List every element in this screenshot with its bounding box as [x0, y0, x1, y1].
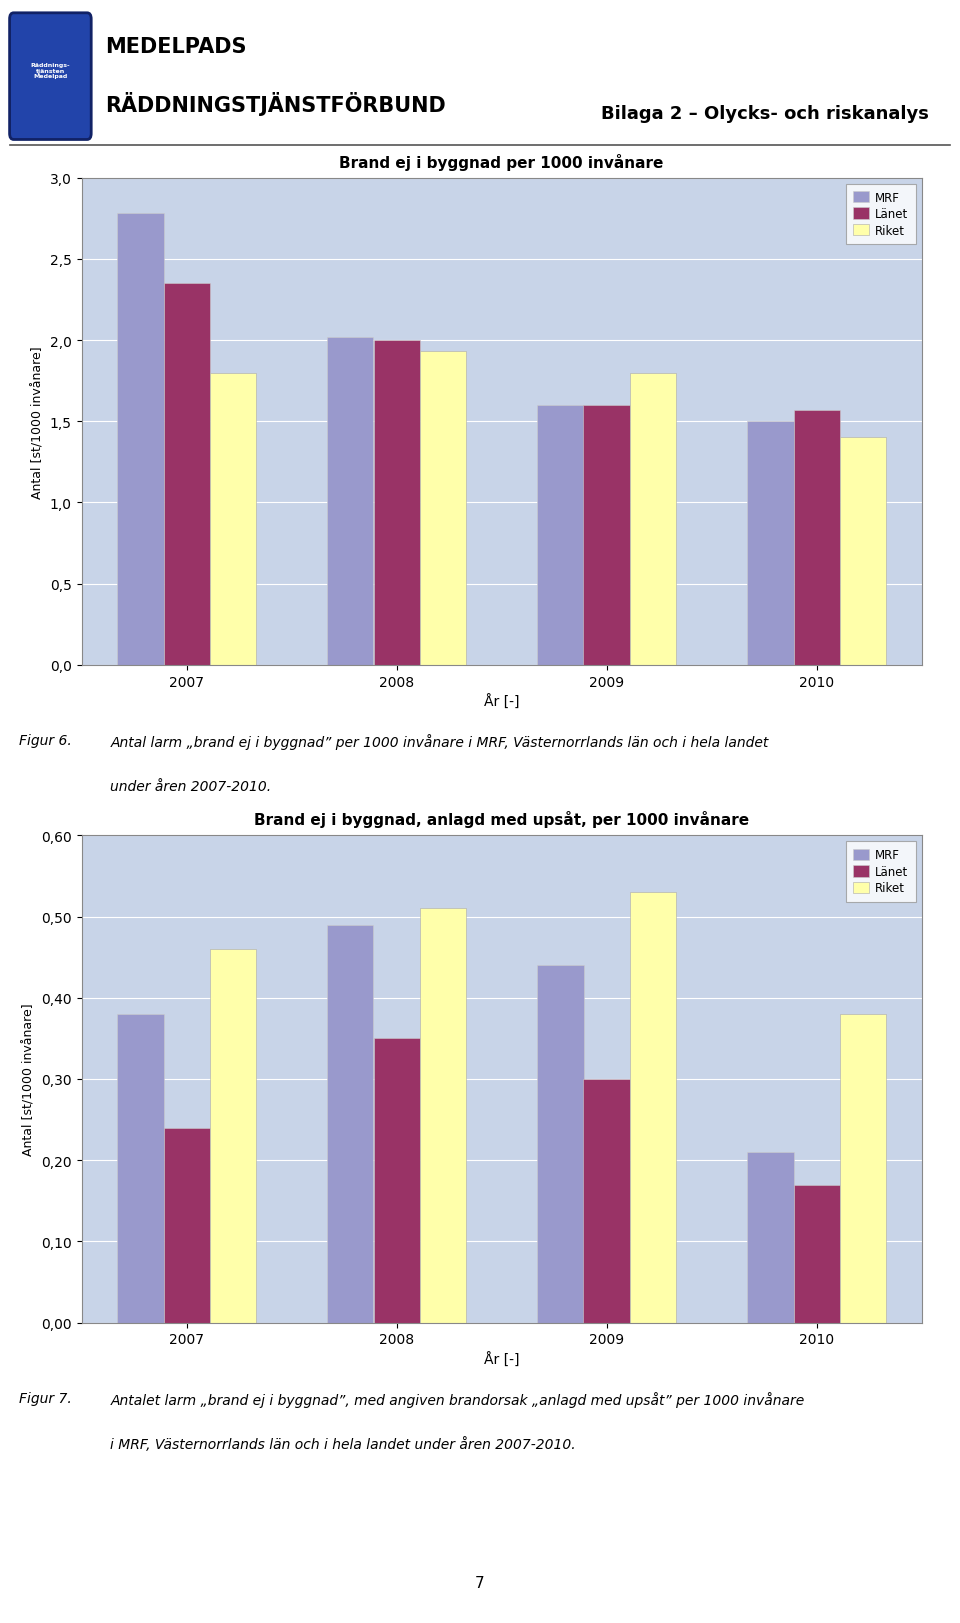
Text: Antal larm „brand ej i byggnad” per 1000 invånare i MRF, Västernorrlands län och: Antal larm „brand ej i byggnad” per 1000…: [110, 734, 769, 750]
Bar: [327, 925, 373, 1323]
Text: Bilaga 2 – Olycks- och riskanalys: Bilaga 2 – Olycks- och riskanalys: [601, 104, 929, 123]
Text: under åren 2007-2010.: under åren 2007-2010.: [110, 779, 272, 794]
Text: Räddnings-
tjänsten
Medelpad: Räddnings- tjänsten Medelpad: [31, 63, 70, 80]
Legend: MRF, Länet, Riket: MRF, Länet, Riket: [846, 185, 916, 245]
Bar: [747, 1152, 794, 1323]
X-axis label: År [-]: År [-]: [484, 695, 519, 709]
Bar: [538, 406, 584, 665]
Bar: [420, 909, 466, 1323]
Y-axis label: Antal [st/1000 invånare]: Antal [st/1000 invånare]: [32, 346, 44, 498]
Bar: [584, 406, 630, 665]
Bar: [794, 411, 840, 665]
FancyBboxPatch shape: [10, 15, 91, 140]
Bar: [163, 1128, 209, 1323]
Bar: [117, 1014, 163, 1323]
Bar: [747, 422, 794, 665]
Bar: [630, 893, 676, 1323]
Y-axis label: Antal [st/1000 invånare]: Antal [st/1000 invånare]: [23, 1003, 36, 1156]
Bar: [538, 966, 584, 1323]
Bar: [117, 214, 163, 665]
Bar: [630, 373, 676, 665]
Text: Antalet larm „brand ej i byggnad”, med angiven brandorsak „anlagd med upsåt” per: Antalet larm „brand ej i byggnad”, med a…: [110, 1391, 804, 1407]
Legend: MRF, Länet, Riket: MRF, Länet, Riket: [846, 842, 916, 902]
Text: Figur 7.: Figur 7.: [19, 1391, 72, 1406]
Title: Brand ej i byggnad, anlagd med upsåt, per 1000 invånare: Brand ej i byggnad, anlagd med upsåt, pe…: [254, 812, 749, 828]
X-axis label: År [-]: År [-]: [484, 1352, 519, 1367]
Bar: [373, 341, 420, 665]
Bar: [209, 373, 256, 665]
Text: MEDELPADS: MEDELPADS: [106, 37, 247, 57]
Bar: [327, 338, 373, 665]
Text: 7: 7: [475, 1574, 485, 1591]
Bar: [584, 1079, 630, 1323]
Title: Brand ej i byggnad per 1000 invånare: Brand ej i byggnad per 1000 invånare: [340, 154, 663, 170]
Bar: [794, 1185, 840, 1323]
Text: i MRF, Västernorrlands län och i hela landet under åren 2007-2010.: i MRF, Västernorrlands län och i hela la…: [110, 1436, 576, 1451]
Text: RÄDDNINGSTJÄNSTFÖRBUND: RÄDDNINGSTJÄNSTFÖRBUND: [106, 93, 446, 115]
Bar: [373, 1039, 420, 1323]
Text: Figur 6.: Figur 6.: [19, 734, 72, 748]
Bar: [420, 352, 466, 665]
Bar: [840, 438, 886, 665]
Bar: [840, 1014, 886, 1323]
Bar: [209, 949, 256, 1323]
Bar: [163, 284, 209, 665]
